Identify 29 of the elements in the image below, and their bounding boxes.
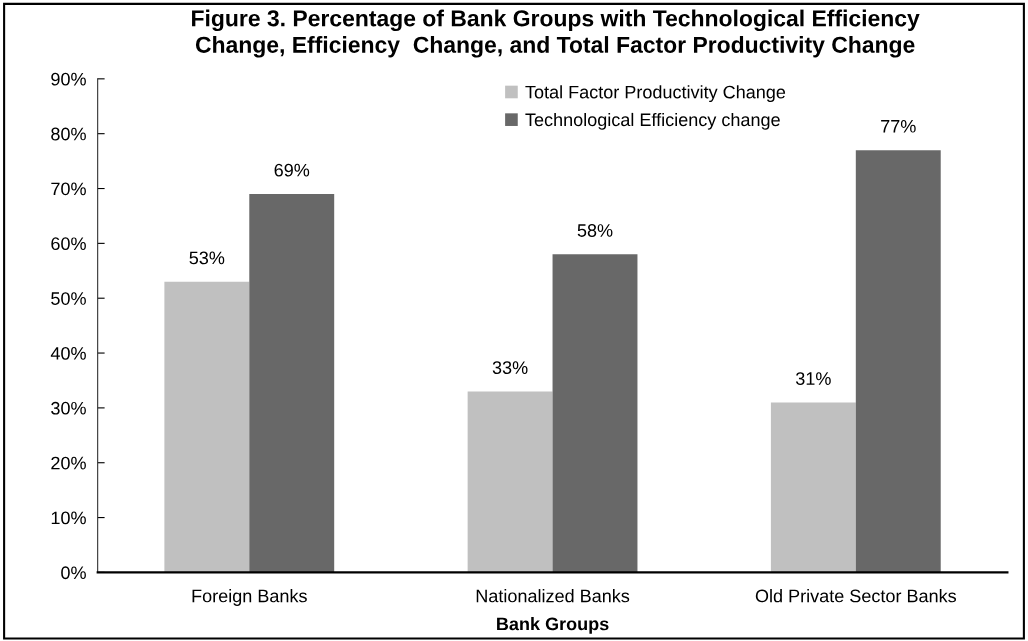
data-label: 53% [189, 251, 225, 265]
chart-title: Figure 3. Percentage of Bank Groups with Technological Efficiency Change, Efficiency Change, and Total Factor Productivity Change [192, 9, 920, 58]
y-tick-label: 10% [51, 511, 86, 525]
data-label: 69% [274, 163, 310, 177]
y-tick-label: 50% [51, 292, 86, 305]
data-label: 33% [492, 361, 528, 374]
y-tick-label: 90% [51, 72, 86, 86]
bar [467, 391, 553, 573]
y-tick-label: 40% [50, 346, 86, 360]
bar [249, 194, 335, 573]
bar [552, 254, 638, 573]
x-tick-label: Old Private Sector Banks [755, 589, 957, 603]
x-tick-label: Nationalized Banks [476, 589, 630, 603]
x-axis-title: Bank Groups [497, 617, 609, 634]
y-tick-label: 30% [51, 401, 86, 415]
legend-label: Technological Efficiency change [525, 112, 780, 130]
y-tick-label: 70% [51, 182, 86, 196]
data-label: 77% [881, 119, 916, 133]
data-label: 58% [577, 224, 613, 237]
bar [164, 281, 250, 573]
y-tick-label: 60% [51, 237, 86, 251]
y-tick-label: 0% [61, 566, 86, 580]
data-label: 31% [795, 372, 831, 385]
x-tick-label: Foreign Banks [192, 589, 307, 606]
legend-label: Total Factor Productivity Change [525, 85, 786, 103]
y-tick-label: 20% [51, 456, 86, 470]
bar [855, 150, 941, 573]
y-tick-label: 80% [51, 127, 86, 141]
bar [770, 402, 856, 573]
